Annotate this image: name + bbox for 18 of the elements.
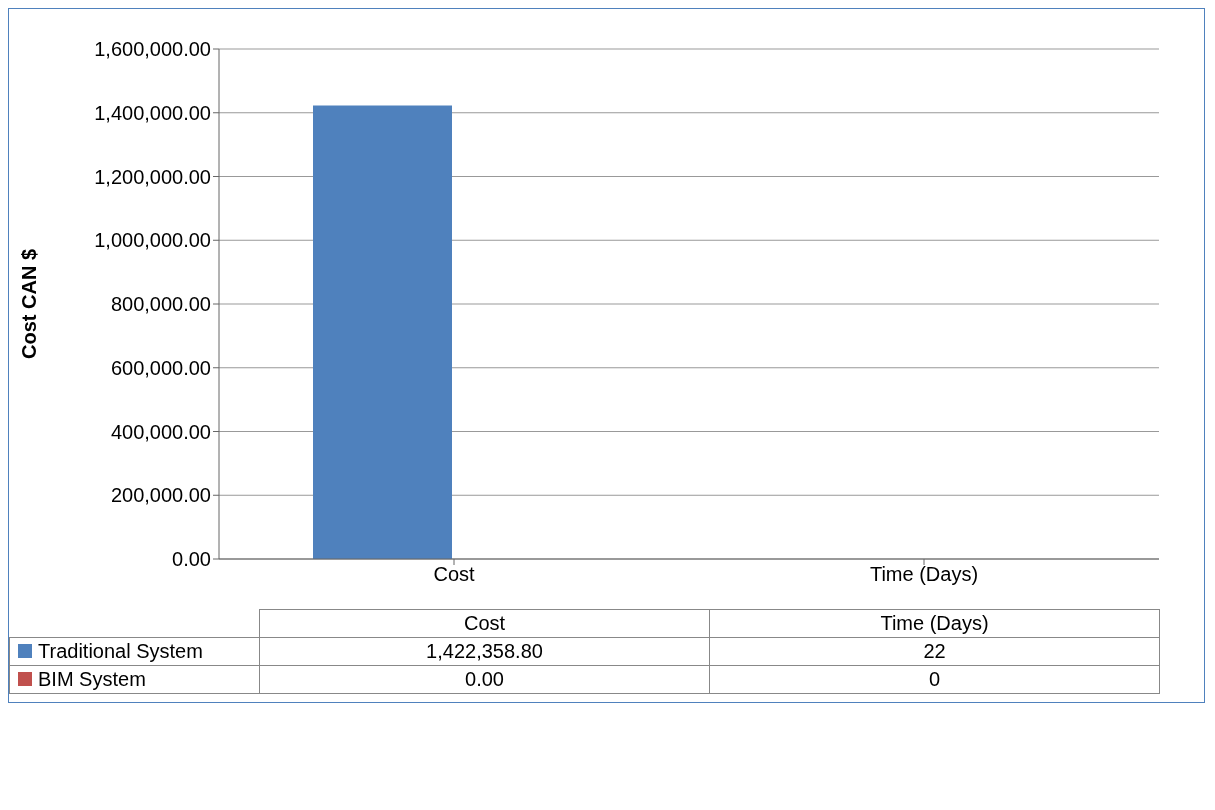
y-tick-label: 0.00 [172,548,211,571]
y-tick-label: 800,000.00 [110,293,211,316]
y-tick-label: 1,200,000.00 [94,165,211,188]
y-tick-label: 400,000.00 [110,420,211,443]
data-label: 22 [709,637,1160,666]
y-axis-title: Cost CAN $ [18,248,41,360]
category-label: Time (Days) [880,612,989,634]
data-label: 0 [709,665,1160,694]
data-label: 0.00 [259,665,710,694]
y-tick-label: 600,000.00 [110,356,211,379]
y-tick-label: 1,400,000.00 [94,101,211,124]
y-tick-label: 1,000,000.00 [94,229,211,252]
data-label: 1,422,358.80 [259,637,710,666]
y-tick-label: 200,000.00 [110,484,211,507]
y-tick-label: 1,600,000.00 [94,38,211,61]
category-label: Cost [463,612,506,634]
legend-label: BIM System [9,665,260,694]
legend-label: Traditional System [9,637,260,666]
